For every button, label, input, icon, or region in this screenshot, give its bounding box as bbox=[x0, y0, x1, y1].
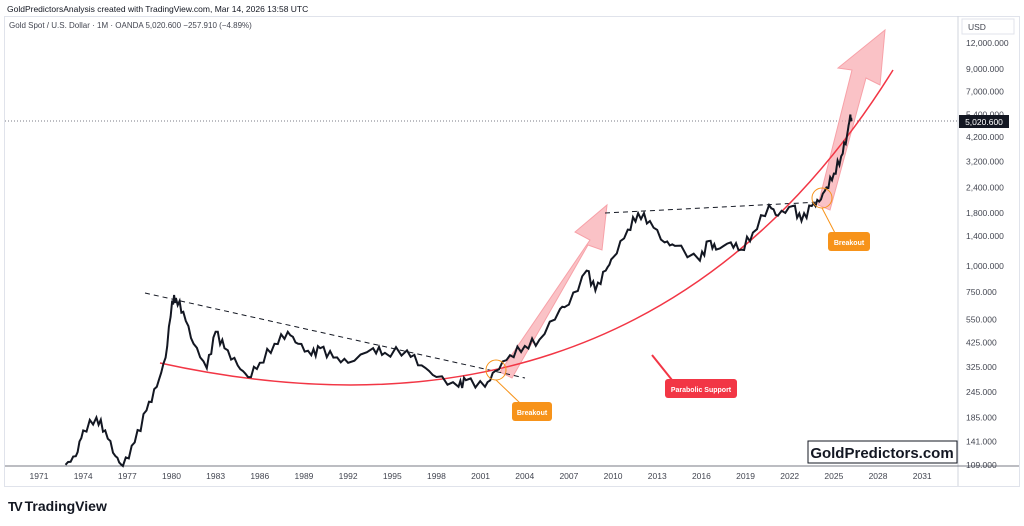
y-tick-label: 1,800.000 bbox=[966, 208, 1004, 218]
x-tick-label: 2031 bbox=[913, 471, 932, 481]
x-tick-label: 2022 bbox=[780, 471, 799, 481]
currency-box bbox=[961, 18, 1015, 35]
y-tick-label: 1,000.000 bbox=[966, 261, 1004, 271]
x-tick-label: 2013 bbox=[648, 471, 667, 481]
x-tick-label: 1986 bbox=[250, 471, 269, 481]
last-price-text: 5,020.600 bbox=[965, 117, 1003, 127]
brand-name: TradingView bbox=[24, 498, 107, 514]
x-tick-label: 1989 bbox=[294, 471, 313, 481]
x-tick-label: 1983 bbox=[206, 471, 225, 481]
x-tick-label: 2001 bbox=[471, 471, 490, 481]
breakout-label-2[interactable] bbox=[828, 232, 870, 251]
chart-frame bbox=[4, 16, 1020, 487]
y-tick-label: 325.000 bbox=[966, 362, 997, 372]
callout-pointer-3 bbox=[651, 354, 673, 381]
x-tick-label: 2010 bbox=[604, 471, 623, 481]
x-tick-label: 2019 bbox=[736, 471, 755, 481]
y-tick-label: 3,200.000 bbox=[966, 157, 1004, 167]
arrow-up-1 bbox=[499, 203, 608, 379]
breakout-label-1[interactable] bbox=[512, 402, 552, 421]
watermark-box bbox=[807, 440, 958, 464]
y-tick-label: 1,400.000 bbox=[966, 231, 1004, 241]
y-tick-label: 4,200.000 bbox=[966, 132, 1004, 142]
y-tick-label: 141.000 bbox=[966, 437, 997, 447]
parabolic-support-curve[interactable] bbox=[159, 69, 894, 386]
y-tick-label: 5,400.000 bbox=[966, 110, 1004, 120]
resistance-trendline-1[interactable] bbox=[144, 292, 526, 379]
x-tick-label: 2007 bbox=[559, 471, 578, 481]
x-tick-label: 1980 bbox=[162, 471, 181, 481]
y-tick-label: 9,000.000 bbox=[966, 64, 1004, 74]
y-tick-label: 2,400.000 bbox=[966, 182, 1004, 192]
y-tick-label: 245.000 bbox=[966, 387, 997, 397]
x-tick-label: 1992 bbox=[339, 471, 358, 481]
x-tick-label: 2016 bbox=[692, 471, 711, 481]
parabolic-support-label[interactable] bbox=[665, 379, 737, 398]
y-tick-label: 425.000 bbox=[966, 338, 997, 348]
y-tick-label: 550.000 bbox=[966, 315, 997, 325]
tradingview-logo-icon: TV bbox=[8, 498, 23, 514]
y-tick-label: 185.000 bbox=[966, 412, 997, 422]
chart-header: GoldPredictorsAnalysis created with Trad… bbox=[7, 4, 309, 14]
x-tick-label: 1977 bbox=[118, 471, 137, 481]
y-tick-label: 109.000 bbox=[966, 460, 997, 470]
x-tick-label: 2025 bbox=[824, 471, 843, 481]
x-tick-label: 2028 bbox=[869, 471, 888, 481]
x-tick-label: 2004 bbox=[515, 471, 534, 481]
y-tick-label: 7,000.000 bbox=[966, 86, 1004, 96]
callout-pointer-1 bbox=[495, 379, 521, 404]
x-tick-label: 1971 bbox=[30, 471, 49, 481]
x-tick-label: 1995 bbox=[383, 471, 402, 481]
callout-pointer-2 bbox=[821, 207, 836, 234]
y-tick-label: 750.000 bbox=[966, 287, 997, 297]
currency-label: USD bbox=[968, 22, 986, 32]
tradingview-brand[interactable]: TV TradingView bbox=[8, 498, 107, 514]
y-tick-label: 12,000.000 bbox=[966, 38, 1009, 48]
x-tick-label: 1998 bbox=[427, 471, 446, 481]
last-price-badge bbox=[959, 115, 1009, 128]
x-tick-label: 1974 bbox=[74, 471, 93, 481]
parabolic-support-label-text: Parabolic Support bbox=[671, 387, 732, 394]
watermark: GoldPredictors.com bbox=[810, 445, 953, 462]
gold-price-line bbox=[64, 114, 853, 468]
breakout-label-2-text: Breakout bbox=[834, 240, 865, 247]
breakout-label-1-text: Breakout bbox=[517, 410, 548, 417]
symbol-legend[interactable]: Gold Spot / U.S. Dollar · 1M · OANDA 5,0… bbox=[9, 21, 252, 30]
